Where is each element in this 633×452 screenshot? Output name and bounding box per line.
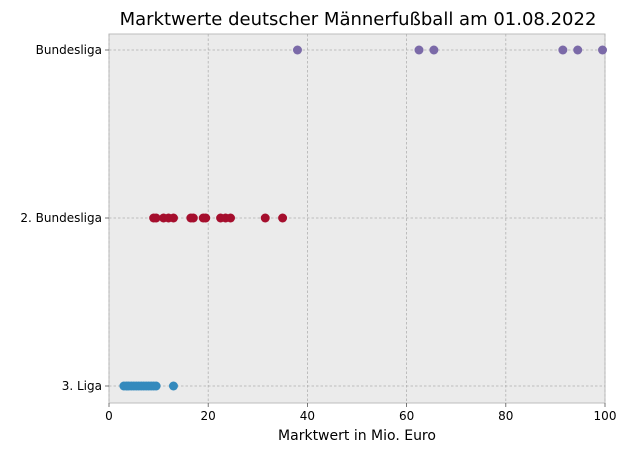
data-point [558, 45, 568, 55]
y-tick-label: 3. Liga [62, 379, 102, 393]
x-tick-label: 100 [594, 409, 617, 423]
data-point [260, 213, 270, 223]
data-point [278, 213, 288, 223]
data-points [119, 45, 608, 391]
data-point [168, 213, 178, 223]
data-point [151, 381, 161, 391]
data-point [429, 45, 439, 55]
plot-area [108, 33, 606, 404]
data-point [598, 45, 608, 55]
x-tick-label: 0 [105, 409, 113, 423]
data-point [573, 45, 583, 55]
data-point [414, 45, 424, 55]
y-tick-label: 2. Bundesliga [20, 211, 102, 225]
chart-title: Marktwerte deutscher Männerfußball am 01… [120, 9, 597, 30]
x-tick-label: 20 [201, 409, 216, 423]
data-point [292, 45, 302, 55]
x-tick-label: 40 [300, 409, 315, 423]
y-tick-label: Bundesliga [36, 43, 102, 57]
data-point [226, 213, 236, 223]
data-point [168, 381, 178, 391]
data-point [201, 213, 211, 223]
data-point [188, 213, 198, 223]
x-axis: 0 20 40 60 80 100 [105, 403, 616, 423]
y-axis: 3. Liga 2. Bundesliga Bundesliga [20, 43, 109, 393]
data-point [151, 213, 161, 223]
x-axis-label: Marktwert in Mio. Euro [278, 428, 436, 444]
x-tick-label: 60 [399, 409, 414, 423]
x-tick-label: 80 [498, 409, 513, 423]
